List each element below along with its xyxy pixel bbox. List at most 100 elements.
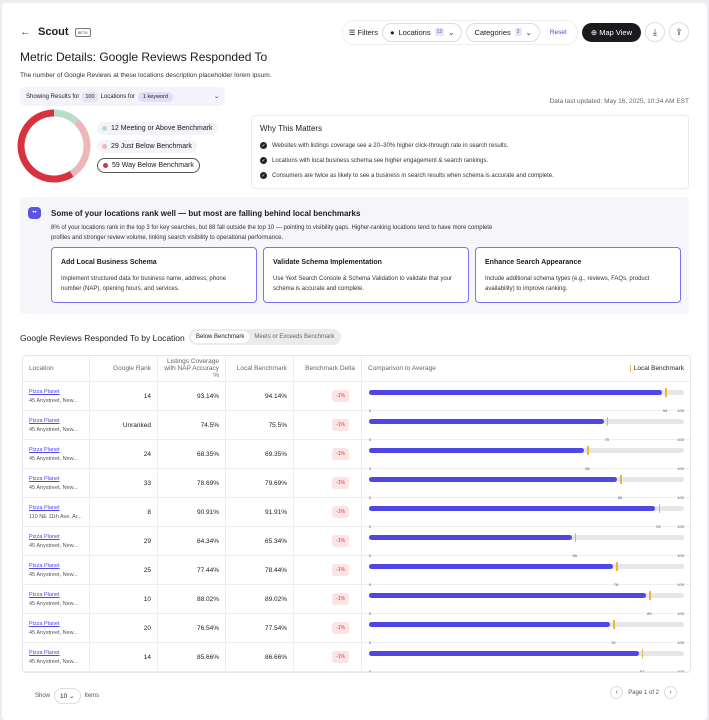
delta-badge: -1%	[332, 506, 349, 518]
scale-max: 100	[677, 669, 684, 673]
delta-cell: -1%	[294, 411, 362, 439]
scale-max: 100	[677, 640, 684, 645]
location-link[interactable]: Pizza Planet	[29, 504, 60, 511]
reset-button[interactable]: Reset	[549, 28, 567, 36]
header-delta[interactable]: Benchmark Delta	[294, 356, 362, 381]
coverage-cell: 64.34%	[158, 527, 226, 555]
page-size-select[interactable]: 10 ⌄	[54, 688, 81, 704]
map-view-button[interactable]: ⊕ Map View	[581, 22, 641, 42]
comparison-label: Comparison to Average	[368, 365, 436, 372]
delta-cell: -1%	[294, 556, 362, 584]
filters-button[interactable]: ☰ Filters	[349, 28, 378, 37]
location-link[interactable]: Pizza Planet	[29, 533, 60, 540]
location-cell: Pizza Planet 45 Anystreet, New...	[23, 411, 90, 439]
location-link[interactable]: Pizza Planet	[29, 591, 60, 598]
coverage-cell: 88.02%	[158, 585, 226, 613]
location-link[interactable]: Pizza Planet	[29, 649, 60, 656]
legend-item[interactable]: 12 Meeting or Above Benchmark	[97, 122, 218, 135]
chevron-right-icon[interactable]: ›	[664, 686, 677, 699]
table-row: Pizza Planet 45 Anystreet, New... 33 78.6…	[23, 469, 690, 500]
location-address: 45 Anystreet, New...	[29, 571, 78, 578]
results-scope-dropdown[interactable]: Showing Results for 100 Locations for 1 …	[20, 87, 225, 106]
benchmark-cell: 89.02%	[226, 585, 294, 613]
categories-count: 2	[514, 28, 522, 36]
comparison-bar: 0 78 100	[369, 620, 684, 645]
recommendation-card[interactable]: Validate Schema Implementation Use Yext S…	[263, 247, 469, 303]
download-icon[interactable]: ⤓	[645, 22, 665, 42]
bar-fill	[369, 419, 604, 424]
bar-fill	[369, 477, 617, 482]
showing-prefix: Showing Results for	[26, 93, 80, 100]
card-text: Include additional schema types (e.g., r…	[485, 276, 650, 292]
arrow-left-icon[interactable]: ←	[20, 26, 31, 38]
recommendation-card[interactable]: Add Local Business Schema Implement struc…	[51, 247, 257, 303]
rank-cell: 25	[90, 556, 158, 584]
bar-fill	[369, 622, 611, 627]
rank-cell: 29	[90, 527, 158, 555]
rank-cell: 24	[90, 440, 158, 468]
donut-segment[interactable]	[69, 119, 91, 177]
filter-icon: ☰	[348, 27, 356, 37]
comparison-cell: 0 89 100	[362, 585, 690, 616]
globe-icon: ⊕	[590, 27, 598, 37]
donut-legend: 12 Meeting or Above Benchmark 29 Just Bel…	[97, 122, 218, 173]
categories-dropdown[interactable]: Categories 2 ⌄	[466, 22, 540, 42]
chevron-left-icon[interactable]: ‹	[610, 686, 624, 699]
benchmark-label: 80	[617, 495, 623, 500]
header-coverage[interactable]: Listings Coverage with NAP Accuracy %	[158, 356, 226, 381]
location-count-chip: 100	[82, 91, 98, 102]
location-link[interactable]: Pizza Planet	[29, 562, 60, 569]
coverage-cell: 74.5%	[158, 411, 226, 439]
why-text: Locations with local business schema see…	[272, 157, 489, 164]
table-row: Pizza Planet 45 Anystreet, New... 25 77.4…	[23, 556, 690, 587]
benchmark-label: 78	[611, 640, 616, 645]
header-rank[interactable]: Google Rank	[90, 356, 158, 381]
scale-min: 0	[369, 524, 372, 529]
location-link[interactable]: Pizza Planet	[29, 475, 60, 482]
location-link[interactable]: Pizza Planet	[29, 446, 60, 453]
donut-segment[interactable]	[17, 109, 74, 183]
insight-title: Some of your locations rank well — but m…	[51, 209, 361, 218]
bar-fill	[369, 390, 663, 395]
benchmark-donut	[17, 109, 91, 183]
benchmark-segmented-control: Below Benchmark Meets or Exceeds Benchma…	[189, 329, 342, 345]
chevron-down-icon: ⌄	[525, 27, 532, 37]
legend-item[interactable]: 59 Way Below Benchmark	[97, 158, 200, 173]
legend-dot	[103, 163, 108, 168]
location-link[interactable]: Pizza Planet	[29, 620, 60, 627]
page-size-value: 10	[60, 693, 68, 700]
location-link[interactable]: Pizza Planet	[29, 388, 60, 395]
table-row: Pizza Planet 45 Anystreet, New... 24 68.3…	[23, 440, 690, 471]
location-address: 45 Anystreet, New...	[29, 455, 78, 462]
card-text: Use Yext Search Console & Schema Validat…	[273, 276, 452, 292]
header-benchmark[interactable]: Local Benchmark	[226, 356, 294, 381]
donut-segment[interactable]	[53, 109, 79, 125]
recommendation-card[interactable]: Enhance Search Appearance Include additio…	[475, 247, 681, 303]
coverage-cell: 78.69%	[158, 469, 226, 497]
location-address: 45 Anystreet, New...	[29, 542, 78, 549]
legend-item[interactable]: 29 Just Below Benchmark	[97, 140, 197, 153]
delta-cell: -1%	[294, 614, 362, 642]
header-location[interactable]: Location	[23, 356, 90, 381]
table-row: Pizza Planet 45 Anystreet, New... 10 88.0…	[23, 585, 690, 616]
share-icon[interactable]: ⇪	[669, 22, 689, 42]
comparison-bar: 0 87 100	[369, 649, 684, 672]
benchmark-marker	[574, 533, 577, 542]
location-address: 45 Anystreet, New...	[29, 397, 78, 404]
check-circle-icon: ✓	[260, 157, 267, 164]
benchmark-cell: 75.5%	[226, 411, 294, 439]
scale-max: 100	[677, 582, 684, 587]
show-label: Show	[35, 693, 51, 699]
location-link[interactable]: Pizza Planet	[29, 417, 60, 424]
locations-dropdown[interactable]: ● Locations 12 ⌄	[381, 22, 463, 42]
insight-panel: •• Some of your locations rank well — bu…	[20, 197, 689, 314]
comparison-bar: 0 65 100	[369, 533, 684, 558]
scale-min: 0	[369, 408, 372, 413]
benchmark-marker	[606, 417, 609, 426]
tab-below-benchmark[interactable]: Below Benchmark	[191, 331, 250, 343]
tab-meets-benchmark[interactable]: Meets or Exceeds Benchmark	[254, 334, 335, 340]
comparison-bar: 0 80 100	[369, 475, 684, 500]
pagination: ‹ Page 1 of 2 ›	[610, 686, 677, 699]
page-size-control: Show 10 ⌄ Items	[35, 688, 99, 704]
benchmark-cell: 65.34%	[226, 527, 294, 555]
